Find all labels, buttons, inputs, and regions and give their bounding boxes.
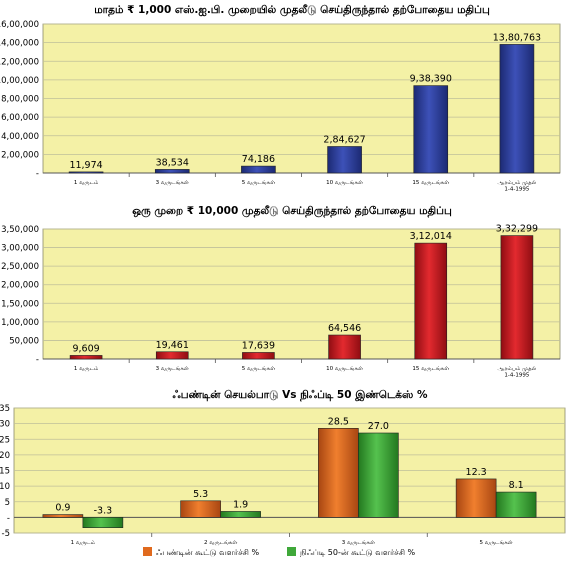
bar — [69, 355, 103, 360]
chart1-sip-value: - 2,00,000 4,00,000 6,00,000 8,00,000 10,00,0… — [0, 20, 561, 193]
legend-swatch-fund — [143, 547, 152, 556]
data-label: 8.1 — [509, 480, 524, 491]
x-tick-label: 5 வருடங்கள் — [479, 540, 513, 546]
bar — [327, 146, 362, 174]
data-label: 9,609 — [72, 343, 99, 354]
data-label: 27.0 — [368, 421, 389, 432]
y-tick-label: 20 — [0, 451, 10, 461]
legend-swatch-nifty — [287, 547, 296, 556]
y-tick-label: 12,00,000 — [0, 57, 39, 67]
y-tick-label: 10,00,000 — [0, 76, 39, 86]
x-tick-label: 5 வருடங்கள் — [242, 366, 276, 372]
bar — [242, 352, 275, 360]
bar — [154, 169, 190, 174]
data-label: 2,84,627 — [323, 134, 365, 145]
y-tick-label: 2,00,000 — [1, 281, 39, 291]
y-tick-label: 5 — [5, 498, 10, 508]
y-tick-label: 3,50,000 — [1, 225, 39, 235]
legend-label-nifty: நிஃப்டி 50-ன் கூட்டு வளர்ச்சி % — [300, 548, 415, 557]
y-tick-label: 2,00,000 — [1, 150, 39, 160]
data-label: 3,32,299 — [496, 224, 538, 235]
chart1-title: மாதம் ₹ 1,000 எஸ்.ஐ.பி. முறையில் முதலீடு… — [94, 3, 490, 17]
x-tick-label: 3 வருடங்கள் — [156, 366, 190, 372]
y-tick-label: 6,00,000 — [1, 113, 39, 123]
x-tick-label: ஆரம்பம் முதல் 1-4-1995 — [498, 180, 537, 193]
y-tick-label: - — [7, 513, 10, 523]
data-label: -3.3 — [94, 505, 113, 516]
bar — [180, 500, 221, 518]
data-label: 3,12,014 — [410, 231, 452, 242]
bar — [42, 514, 84, 518]
x-tick-label: 10 வருடங்கள் — [326, 180, 364, 186]
data-label: 5.3 — [193, 489, 208, 500]
y-tick-label: 3,00,000 — [1, 244, 39, 254]
y-tick-label: 50,000 — [9, 336, 39, 346]
bar — [155, 351, 189, 360]
y-tick-label: - — [36, 355, 39, 365]
data-label: 64,546 — [328, 323, 361, 334]
data-label: 13,80,763 — [493, 32, 541, 43]
y-tick-label: 16,00,000 — [0, 20, 39, 30]
x-tick-label: ஆரம்பம் முதல் 1-4-1995 — [498, 366, 537, 379]
bar — [499, 44, 535, 174]
legend-label-fund: ஃபண்டின் கூட்டு வளர்ச்சி % — [156, 548, 259, 557]
y-tick-label: - — [36, 169, 39, 179]
data-label: 12.3 — [466, 467, 487, 478]
bar — [220, 511, 261, 518]
bar — [500, 235, 534, 360]
chart3-title: ஃபண்டின் செயல்பாடு Vs நிஃப்டி 50 இண்டெக்… — [173, 389, 428, 402]
y-tick-label: -5 — [2, 529, 10, 539]
x-tick-label: 3 வருடங்கள் — [342, 540, 376, 546]
data-label: 1.9 — [233, 499, 248, 510]
data-label: 19,461 — [156, 340, 189, 351]
bar — [68, 171, 104, 174]
chart3-legend: ஃபண்டின் கூட்டு வளர்ச்சி % நிஃப்டி 50-ன்… — [143, 547, 415, 557]
x-tick-label: 2 வருடங்கள் — [204, 540, 238, 546]
y-tick-label: 30 — [0, 420, 10, 430]
y-tick-label: 4,00,000 — [1, 132, 39, 142]
y-tick-label: 1,50,000 — [1, 299, 39, 309]
data-label: 0.9 — [55, 503, 70, 514]
bar — [82, 517, 124, 528]
data-label: 17,639 — [242, 340, 275, 351]
y-tick-label: 2,50,000 — [1, 262, 39, 272]
y-tick-label: 1,00,000 — [1, 318, 39, 328]
y-tick-label: 10 — [0, 482, 10, 492]
x-tick-label: 15 வருடங்கள் — [412, 366, 450, 372]
x-tick-label: 3 வருடங்கள் — [156, 180, 190, 186]
chart2-lumpsum-value: - 50,000 1,00,000 1,50,000 2,00,000 2,50,000 3… — [1, 224, 561, 379]
bar — [358, 432, 399, 518]
y-tick-label: 8,00,000 — [1, 95, 39, 105]
x-tick-label: 1 வருடம் — [74, 180, 99, 186]
data-label: 11,974 — [69, 160, 102, 171]
bar — [414, 242, 448, 360]
bar — [495, 491, 537, 518]
chart2-title: ஒரு முறை ₹ 10,000 முதலீடு செய்திருந்தால்… — [132, 204, 452, 218]
y-tick-label: 25 — [0, 435, 10, 445]
x-tick-label: 10 வருடங்கள் — [326, 366, 364, 372]
x-tick-label: 5 வருடங்கள் — [242, 180, 276, 186]
bar — [455, 478, 497, 518]
plot-area — [42, 228, 561, 360]
x-tick-label: 1 வருடம் — [74, 366, 99, 372]
data-label: 9,38,390 — [410, 74, 452, 85]
y-tick-label: 14,00,000 — [0, 39, 39, 49]
data-label: 38,534 — [156, 157, 189, 168]
x-tick-label: 1 வருடம் — [71, 540, 96, 546]
bar — [328, 334, 361, 360]
bar — [241, 165, 276, 174]
x-tick-label: 15 வருடங்கள் — [412, 180, 450, 186]
data-label: 74,186 — [242, 154, 275, 165]
y-tick-label: 35 — [0, 404, 10, 414]
data-label: 28.5 — [328, 416, 349, 427]
bar — [318, 428, 359, 518]
y-tick-label: 15 — [0, 467, 10, 477]
bar — [413, 85, 449, 174]
